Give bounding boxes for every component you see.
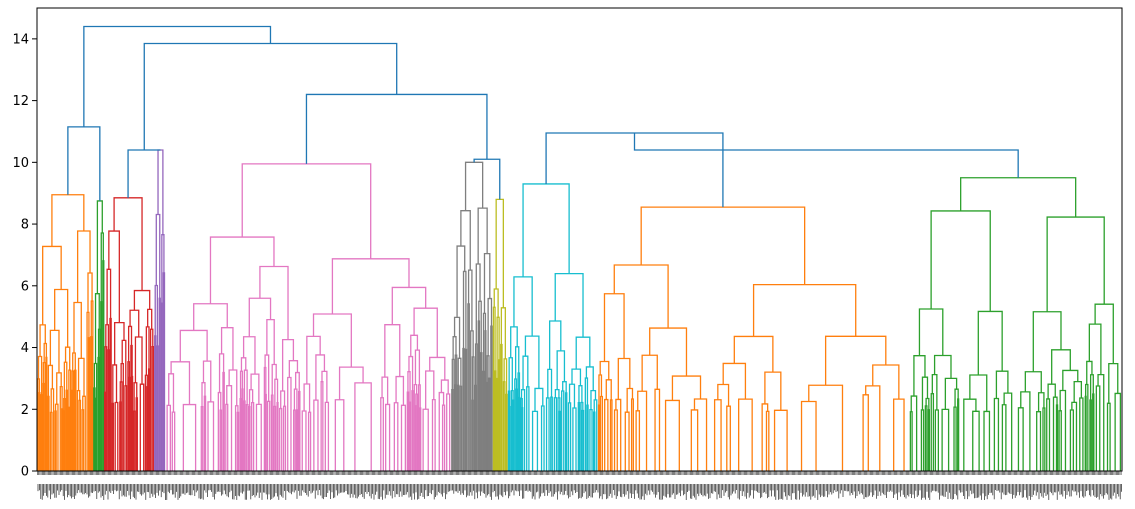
dendrogram-link-4 [42, 382, 45, 471]
dendrogram-link-249 [505, 393, 508, 471]
y-tick-label-8: 8 [21, 218, 29, 233]
dendrogram-link-40 [89, 385, 92, 471]
dendrogram-links [37, 25, 1122, 471]
dendrogram-link-92 [154, 335, 157, 471]
x-axis [37, 471, 1122, 500]
dendrogram-link-23 [67, 406, 71, 471]
dendrogram-link-114 [222, 371, 225, 471]
dendrogram-link-180 [406, 391, 410, 471]
dendrogram-link-294 [586, 404, 589, 471]
dendrogram-link-38 [87, 337, 91, 471]
plot-frame [36, 7, 1123, 472]
dendrogram-link-232 [486, 381, 489, 471]
dendrogram-link-30 [73, 369, 77, 471]
dendrogram-link-278 [558, 410, 562, 471]
dendrogram-link-233 [487, 377, 491, 471]
dendrogram-link-0 [38, 392, 41, 471]
dendrogram-link-181 [408, 401, 412, 471]
y-tick-label-6: 6 [21, 279, 29, 294]
dendrogram-link-264 [521, 407, 524, 471]
dendrogram-link-209 [456, 384, 460, 471]
dendrogram-link-152 [295, 409, 299, 471]
dendrogram-link-6 [45, 356, 48, 471]
dendrogram-link-52 [100, 301, 103, 471]
dendrogram-link-130 [248, 405, 251, 471]
y-tick-label-12: 12 [12, 94, 29, 109]
dendrogram-link-243 [495, 377, 499, 471]
dendrogram-link-9 [47, 395, 50, 471]
dendrogram-link-21 [65, 389, 69, 471]
dendrogram-link-185 [414, 405, 417, 471]
dendrogram-link-124 [241, 388, 244, 471]
dendrogram-link-213 [462, 347, 465, 471]
dendrogram-link-244 [498, 359, 501, 471]
dendrogram-link-235 [489, 377, 492, 471]
dendrogram-link-258 [515, 388, 518, 471]
dendrogram-link-413 [633, 133, 1019, 178]
dendrogram-link-46 [93, 397, 97, 471]
dendrogram-link-255 [512, 399, 515, 471]
dendrogram-link-297 [592, 411, 596, 471]
dendrogram-link-13 [54, 410, 57, 471]
dendrogram-link-394 [1084, 395, 1087, 471]
dendrogram-link-15 [61, 408, 64, 471]
y-axis: 0 2 4 6 8 10 12 14 [12, 32, 37, 480]
x-leaf-label-strip [37, 484, 1122, 500]
y-tick-label-0: 0 [21, 465, 29, 480]
dendrogram-link-136 [264, 393, 267, 471]
dendrogram-link-49 [97, 356, 100, 471]
dendrogram-link-351 [927, 409, 930, 471]
dendrogram-link-397 [1092, 393, 1095, 471]
dendrogram-link-72 [128, 376, 131, 471]
dendrogram-link-95 [158, 297, 161, 471]
dendrogram-link-98 [162, 272, 166, 471]
dendrogram-link-204 [451, 389, 454, 471]
dendrogram-link-85 [147, 368, 151, 471]
dendrogram-link-253 [508, 406, 511, 471]
dendrogram-link-123 [239, 398, 242, 471]
dendrogram-link-58 [107, 349, 110, 471]
dendrogram-link-62 [111, 402, 115, 471]
dendrogram-link-107 [203, 395, 207, 471]
dendrogram-link-382 [1055, 404, 1059, 471]
dendrogram-link-19 [62, 410, 65, 471]
dendrogram-link-183 [411, 390, 414, 471]
y-tick-label-14: 14 [12, 32, 29, 47]
y-tick-label-2: 2 [21, 403, 29, 418]
dendrogram-link-2 [40, 394, 43, 471]
dendrogram-link-260 [518, 396, 521, 471]
dendrogram-link-154 [297, 390, 301, 471]
dendrogram-link-78 [135, 397, 138, 471]
dendrogram-link-223 [474, 384, 477, 471]
dendrogram-link-97 [160, 302, 163, 471]
dendrogram-link-282 [564, 392, 568, 471]
dendrogram-link-230 [484, 330, 487, 471]
dendrogram-link-416 [83, 25, 272, 127]
dendrogram-link-360 [957, 398, 960, 471]
dendrogram-link-241 [493, 370, 497, 471]
dendrogram-link-188 [419, 407, 422, 471]
dendrogram-link-142 [276, 402, 279, 471]
dendrogram-link-74 [131, 375, 134, 471]
dendrogram-link-229 [482, 370, 485, 471]
y-tick-label-10: 10 [12, 156, 29, 171]
x-tick-marks [37, 471, 1122, 475]
dendrogram-link-53 [102, 260, 105, 471]
dendrogram-link-304 [597, 404, 601, 471]
y-tick-label-4: 4 [21, 341, 29, 356]
dendrogram-link-247 [500, 343, 503, 471]
dendrogram-link-410 [127, 149, 161, 198]
dendrogram-link-56 [103, 391, 107, 471]
dendrogram-link-28 [70, 389, 74, 471]
dendrogram-link-206 [454, 384, 457, 471]
dendrogram-link-60 [109, 317, 112, 471]
dendrogram-link-226 [479, 352, 483, 471]
dendrogram-link-218 [471, 399, 474, 471]
dendrogram-link-126 [243, 400, 246, 471]
dendrogram-link-225 [477, 320, 481, 471]
dendrogram-link-65 [119, 401, 122, 471]
dendrogram-link-93 [156, 345, 159, 471]
dendrogram-link-83 [146, 386, 149, 471]
